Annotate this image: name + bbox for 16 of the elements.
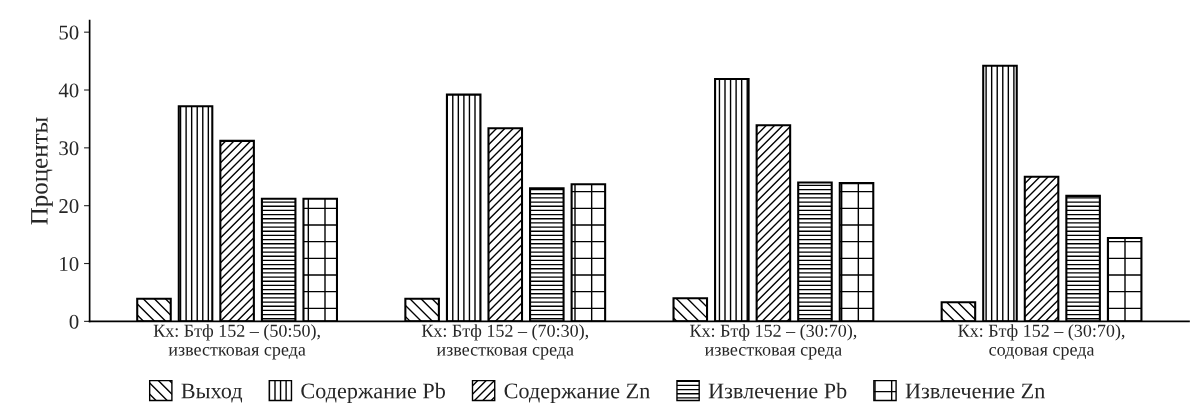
- x-tick-label: Кх: Бтф 152 – (30:70), содовая среда: [958, 324, 1125, 360]
- y-axis-title: Проценты: [31, 117, 53, 225]
- x-tick-label: Кх: Бтф 152 – (30:70), известковая среда: [689, 324, 857, 360]
- legend-label: Извлечение Pb: [708, 382, 847, 399]
- legend-label: Извлечение Zn: [905, 383, 1045, 399]
- legend-label: Содержание Zn: [504, 383, 650, 403]
- x-tick-label: Кх: Бтф 152 – (70:30), известковая среда: [421, 324, 589, 360]
- y-tick-label: 0: [69, 314, 79, 329]
- y-tick-label: 20: [59, 199, 79, 214]
- legend-label: Выход: [181, 383, 243, 403]
- x-tick-label: Кх: Бтф 152 – (50:50), известковая среда: [153, 324, 320, 360]
- y-tick-label: 30: [59, 141, 79, 156]
- y-tick-label: 10: [60, 256, 79, 271]
- y-tick-label: 40: [58, 83, 79, 98]
- y-tick-label: 50: [59, 25, 79, 40]
- legend-label: Содержание Pb: [301, 382, 445, 403]
